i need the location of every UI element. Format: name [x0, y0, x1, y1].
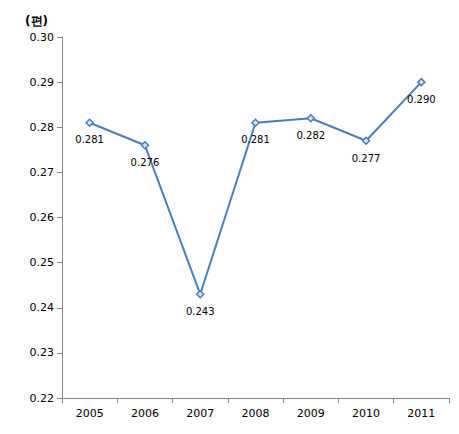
svg-text:2006: 2006 — [131, 407, 159, 420]
svg-text:0.22: 0.22 — [30, 392, 55, 405]
svg-text:0.27: 0.27 — [30, 166, 55, 179]
svg-text:0.276: 0.276 — [131, 157, 160, 168]
svg-text:2010: 2010 — [352, 407, 380, 420]
svg-text:(편): (편) — [25, 14, 48, 28]
svg-text:2009: 2009 — [297, 407, 325, 420]
svg-text:0.243: 0.243 — [186, 306, 215, 317]
svg-text:2008: 2008 — [242, 407, 270, 420]
svg-text:0.26: 0.26 — [30, 211, 55, 224]
svg-text:0.290: 0.290 — [407, 94, 436, 105]
svg-text:0.282: 0.282 — [296, 130, 325, 141]
svg-text:0.29: 0.29 — [30, 76, 55, 89]
svg-text:0.281: 0.281 — [241, 134, 270, 145]
svg-text:0.28: 0.28 — [30, 121, 55, 134]
svg-text:0.281: 0.281 — [75, 134, 104, 145]
svg-text:2005: 2005 — [76, 407, 104, 420]
svg-text:0.24: 0.24 — [30, 301, 55, 314]
svg-text:2011: 2011 — [407, 407, 435, 420]
svg-text:0.23: 0.23 — [30, 346, 55, 359]
svg-text:0.277: 0.277 — [352, 153, 381, 164]
svg-text:0.25: 0.25 — [30, 256, 55, 269]
svg-text:2007: 2007 — [186, 407, 214, 420]
svg-text:0.30: 0.30 — [30, 31, 55, 44]
